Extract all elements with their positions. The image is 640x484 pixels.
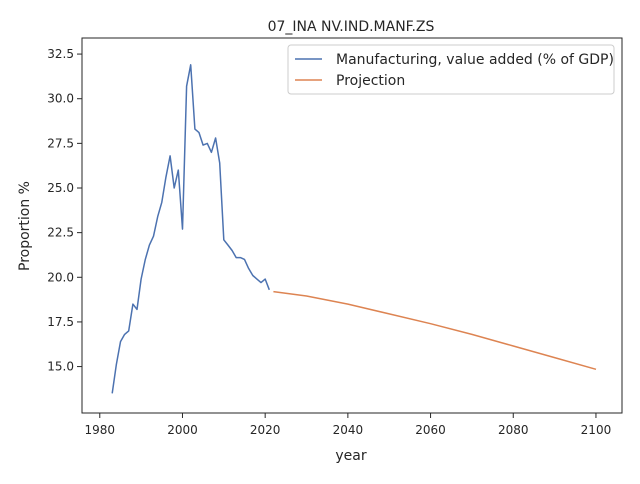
legend-label-1: Projection (336, 73, 405, 89)
series-line-0 (111, 64, 271, 394)
y-tick-label: 22.5 (47, 226, 74, 240)
x-tick-label: 2100 (581, 423, 612, 437)
x-tick-label: 2080 (498, 423, 529, 437)
legend: Manufacturing, value added (% of GDP) Pro… (287, 44, 615, 95)
x-tick-label: 2040 (333, 423, 364, 437)
axes-frame (81, 37, 623, 414)
x-tick-label: 1980 (85, 423, 116, 437)
legend-box (287, 44, 615, 95)
y-tick-label: 27.5 (47, 136, 74, 150)
plot-area: 1980 2000 2020 2040 2060 2080 2100 15.0 17.5 20.0… (47, 37, 623, 437)
y-tick-label: 32.5 (47, 47, 74, 61)
y-axis-label: Proportion % (17, 181, 33, 271)
y-tick-label: 20.0 (47, 270, 74, 284)
chart-title: 07_INA NV.IND.MANF.ZS (268, 19, 435, 35)
y-tick-label: 17.5 (47, 315, 74, 329)
x-axis-label: year (335, 448, 366, 464)
series-line-1 (273, 290, 597, 371)
y-tick-label: 15.0 (47, 360, 74, 374)
y-tick-label: 25.0 (47, 181, 74, 195)
x-tick-label: 2060 (415, 423, 446, 437)
x-tick-label: 2000 (167, 423, 198, 437)
y-tick-label: 30.0 (47, 92, 74, 106)
legend-label-0: Manufacturing, value added (% of GDP) (336, 52, 614, 68)
x-tick-label: 2020 (250, 423, 281, 437)
